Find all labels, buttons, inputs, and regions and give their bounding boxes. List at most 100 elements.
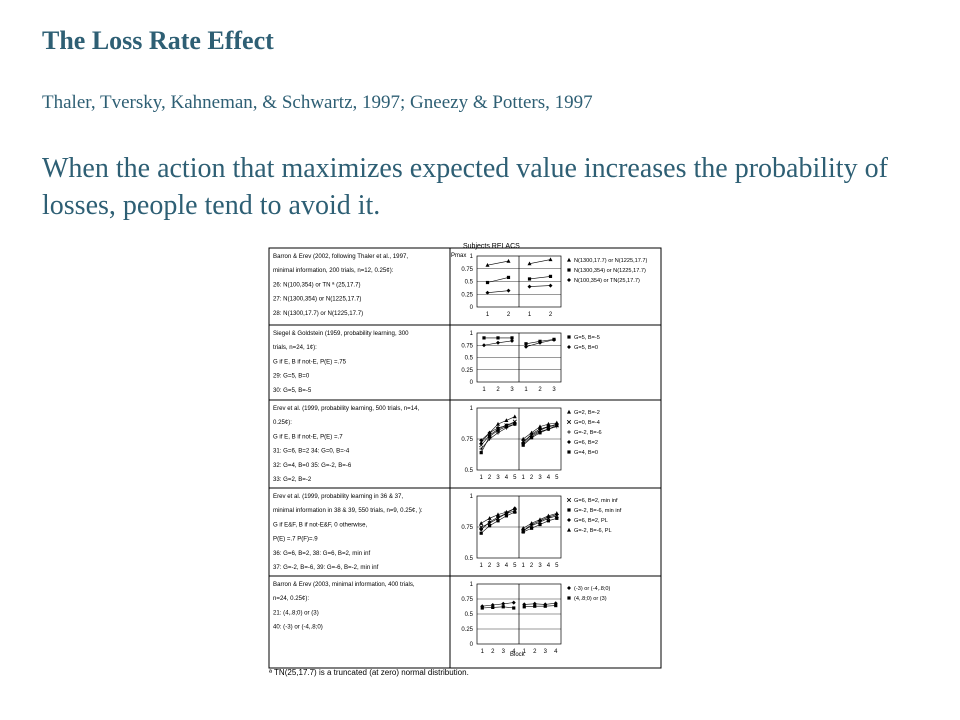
row-description-line: Siegel & Goldstein (1959, probability le… [273, 330, 409, 337]
series-line [487, 277, 509, 283]
data-point [543, 604, 547, 608]
series-line [487, 290, 509, 294]
x-tick-label: 2 [530, 475, 534, 481]
row-description-line: P(E) =.7 P(F)=.9 [273, 536, 318, 543]
row-description-line: G if E, B if not-E, P(E) =.75 [273, 358, 347, 365]
x-tick-label: 4 [554, 649, 558, 655]
x-tick-label: 3 [502, 649, 506, 655]
legend-label: G=6, B=2 [574, 440, 598, 446]
data-point [546, 513, 551, 518]
y-tick-label: 1 [470, 406, 474, 412]
data-point [504, 514, 508, 518]
x-tick-label: 1 [523, 649, 527, 655]
data-point [485, 280, 490, 285]
data-point [538, 522, 542, 527]
y-tick-label: 1 [470, 582, 474, 588]
x-tick-label: 5 [555, 475, 559, 481]
data-point [487, 430, 492, 435]
y-tick-label: 0.5 [465, 612, 474, 618]
data-point [548, 274, 553, 278]
data-point [488, 524, 492, 528]
data-point [487, 516, 492, 520]
row-description-line: Erev et al. (1999, probability learning,… [273, 405, 419, 412]
x-tick-label: 1 [480, 563, 484, 569]
y-tick-label: 0.5 [465, 556, 474, 562]
x-tick-label: 1 [480, 475, 484, 481]
slide-statement: When the action that maximizes expected … [42, 153, 888, 221]
y-tick-label: 0 [470, 380, 474, 386]
data-point [480, 606, 484, 610]
legend-marker [567, 596, 571, 600]
figure-row: Erev et al. (1999, probability learning … [269, 487, 661, 571]
x-tick-label: 1 [524, 387, 528, 393]
row-description-line: G if E&F, B if not-E&F, 0 otherwise, [273, 521, 367, 528]
data-point [488, 434, 492, 439]
x-tick-label: 2 [538, 387, 542, 393]
data-point [511, 600, 516, 605]
figure-row: Barron & Erev (2003, minimal information… [269, 575, 661, 655]
x-axis-label: Block [510, 652, 526, 658]
data-point [479, 447, 483, 451]
y-tick-label: 0.25 [461, 292, 473, 298]
row-description-line: 30: G=5, B=-5 [273, 387, 312, 394]
x-tick-label: 2 [488, 563, 492, 569]
citation: Thaler, Tversky, Kahneman, & Schwartz, 1… [42, 92, 593, 113]
y-tick-label: 1 [470, 254, 474, 260]
x-tick-label: 4 [512, 649, 516, 655]
data-point [521, 436, 526, 441]
legend-marker [567, 527, 571, 532]
row-description-line: 28: N(1300,17.7) or N(1225,17.7) [273, 310, 363, 317]
x-tick-label: 4 [505, 563, 509, 569]
data-point [482, 343, 486, 348]
legend-label: (-3) or (-4,.8;0) [574, 586, 611, 592]
data-point [479, 440, 484, 445]
figure-frame [268, 247, 662, 669]
x-tick-label: 2 [533, 649, 537, 655]
x-tick-label: 2 [496, 387, 500, 393]
y-axis-label: Pmax [451, 253, 466, 259]
legend-marker [567, 440, 571, 444]
legend-marker [567, 278, 571, 282]
row-description-line: Barron & Erev (2003, minimal information… [273, 581, 415, 588]
legend-marker [567, 518, 571, 522]
legend-label: G=-2, B=-6, min inf [574, 508, 622, 514]
series-line [482, 606, 514, 609]
row-description-line: 33: G=2, B=-2 [273, 476, 312, 483]
x-tick-label: 3 [510, 387, 514, 393]
legend-label: G=0, B=-4 [574, 420, 600, 426]
y-tick-label: 0 [470, 642, 474, 648]
data-point [554, 511, 559, 515]
y-tick-label: 0.5 [465, 280, 474, 286]
x-tick-label: 4 [505, 475, 509, 481]
row-description-line: minimal information, 200 trials, n=12, 0… [273, 267, 394, 274]
legend-marker [566, 419, 572, 425]
legend-label: G=5, B=-5 [574, 335, 600, 341]
data-point [522, 605, 526, 609]
data-point [529, 521, 534, 525]
data-point [496, 519, 500, 523]
data-point [527, 261, 532, 266]
series-line [482, 602, 514, 607]
x-tick-label: 3 [552, 387, 556, 393]
figure-header: Subjects RELACS [463, 243, 520, 250]
legend-label: G=4, B=0 [574, 450, 598, 456]
legend-marker [566, 497, 572, 503]
data-point [506, 258, 511, 263]
y-tick-label: 0.75 [461, 597, 473, 603]
data-point [555, 423, 559, 427]
legend-marker [567, 508, 571, 512]
row-description-line: Erev et al. (1999, probability learning … [273, 493, 403, 500]
legend-marker [567, 586, 571, 590]
data-point [521, 526, 526, 530]
x-tick-label: 5 [513, 563, 517, 569]
row-description-line: 37: G=-2, B=-6, 39: G=-6, B=-2, min inf [273, 564, 379, 571]
data-point [513, 510, 517, 514]
data-point [496, 421, 500, 426]
data-point [555, 516, 559, 520]
data-point [552, 337, 556, 342]
series-line [529, 259, 551, 264]
data-point [501, 605, 505, 609]
x-tick-label: 2 [491, 649, 495, 655]
y-tick-label: 0.25 [461, 368, 473, 374]
row-description-line: 0.25¢): [273, 419, 292, 426]
